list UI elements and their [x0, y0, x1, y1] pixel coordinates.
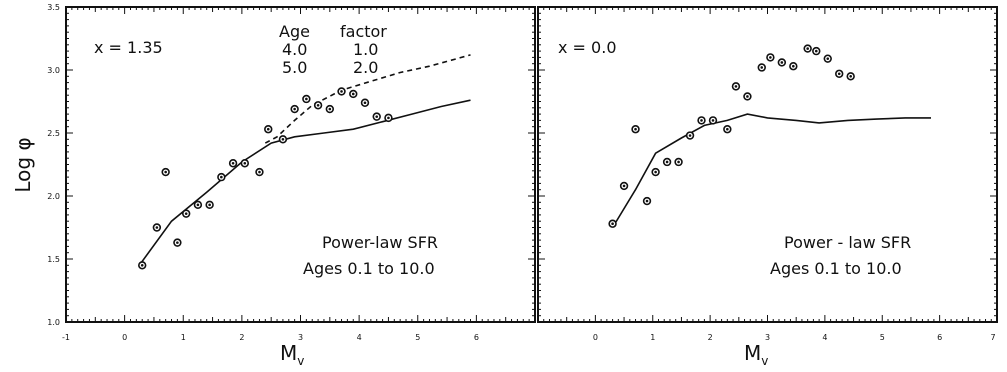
left-panel-data-point-center: [281, 138, 285, 141]
left-panel-y-tick-label: 1.5: [47, 255, 60, 264]
right-panel-ticks: [537, 6, 998, 323]
left-panel-y-tick-label: 1.0: [47, 318, 60, 327]
right-panel-x-tick-label: 6: [937, 333, 942, 342]
left-panel-data-point-center: [258, 170, 261, 174]
left-panel-x-tick-label: 6: [474, 333, 479, 342]
right-panel-data-point-center: [726, 127, 729, 131]
left-panel-data-point-center: [363, 101, 367, 105]
left-panel-table-header-factor: factor: [340, 22, 387, 41]
left-panel-data-point-center: [231, 161, 235, 165]
right-panel-ages-annotation: Ages 0.1 to 10.0: [770, 259, 902, 278]
right-panel-data-point-center: [611, 222, 614, 226]
left-panel-data-point-center: [351, 92, 355, 96]
left-panel-model-curve-solid: [138, 99, 471, 266]
right-panel-x-tick-label: 2: [708, 333, 713, 342]
left-panel-data-point-center: [220, 175, 223, 179]
left-panel-y-tick-label: 2.0: [47, 192, 60, 201]
left-panel-x-axis-label-main: M: [280, 341, 297, 365]
left-panel-data-point-center: [176, 241, 179, 244]
left-panel-x-annotation: x = 1.35: [94, 38, 163, 57]
left-panel: -1 0 1 2 3 4 5 6 1.0 1.5 2.0 2.5 3.0 3.5 x = 1.35 Age…: [11, 3, 536, 368]
left-panel-x-tick-label: 2: [239, 333, 244, 342]
right-panel-x-axis-label-subscript: v: [761, 354, 768, 368]
right-panel-x-tick-label: 3: [765, 333, 770, 342]
left-panel-data-point-center: [266, 127, 270, 131]
left-panel-y-axis-label: Log φ: [11, 137, 35, 192]
right-panel-data-point-center: [711, 119, 715, 122]
right-panel-data-point-center: [814, 49, 818, 53]
left-panel-data-point-center: [375, 115, 379, 118]
right-panel-x-tick-label: 0: [593, 333, 598, 342]
left-panel-x-axis-label-subscript: v: [297, 354, 304, 368]
left-panel-sfr-annotation: Power-law SFR: [322, 233, 438, 252]
left-panel-y-tick-label: 2.5: [47, 129, 60, 138]
left-panel-x-tick-label: 4: [357, 333, 362, 342]
left-panel-x-tick-label: -1: [62, 333, 70, 342]
left-panel-y-tick-label: 3.5: [47, 3, 60, 12]
left-panel-data-point-center: [243, 161, 247, 165]
left-panel-data-point-center: [305, 97, 308, 101]
right-panel-model-curve-solid: [611, 113, 931, 228]
left-panel-x-tick-label: 3: [298, 333, 303, 342]
right-panel-data-point-center: [734, 85, 738, 88]
left-panel-data-point-center: [155, 226, 159, 229]
left-panel-data-point-center: [208, 203, 211, 207]
right-panel-data-point-center: [700, 119, 703, 122]
right-panel-data-point-center: [837, 72, 841, 76]
right-panel-data-point-center: [806, 47, 809, 50]
right-panel-data-point-center: [769, 56, 772, 59]
right-panel-data-point-center: [688, 134, 692, 137]
left-panel-y-tick-label: 3.0: [47, 66, 60, 75]
left-panel-data-point-center: [196, 203, 200, 207]
left-panel-table-row-2-factor: 2.0: [353, 58, 378, 77]
left-panel-tick-labels: -1 0 1 2 3 4 5 6 1.0 1.5 2.0 2.5 3.0 3.5: [47, 3, 479, 342]
right-panel-x-tick-label: 4: [822, 333, 827, 342]
right-panel-x-tick-label: 5: [880, 333, 885, 342]
left-panel-table-row-1-age: 4.0: [282, 40, 307, 59]
right-panel-data-point-center: [677, 160, 680, 164]
right-panel-data-point-center: [780, 61, 784, 64]
right-panel-points: [608, 44, 855, 228]
right-panel-x-tick-label: 1: [650, 333, 655, 342]
right-panel-data-point-center: [849, 75, 852, 78]
left-panel-data-point-center: [387, 116, 390, 120]
left-panel-x-tick-label: 1: [181, 333, 186, 342]
left-panel-points: [138, 87, 393, 270]
left-panel-data-point-center: [164, 170, 167, 174]
left-panel-data-point-center: [328, 107, 332, 111]
left-panel-table-row-2-age: 5.0: [282, 58, 307, 77]
left-panel-data-point-center: [340, 90, 343, 93]
right-panel-x-tick-label: 7: [990, 333, 995, 342]
left-panel-data-point-center: [316, 103, 320, 107]
left-panel-x-axis-label: Mv: [280, 341, 304, 368]
left-panel-data-point-center: [293, 107, 296, 111]
right-panel-data-point-center: [665, 160, 669, 164]
right-panel-series: [611, 113, 931, 228]
right-panel-data-point-center: [634, 127, 637, 131]
right-panel-data-point-center: [826, 57, 830, 60]
right-panel-data-point-center: [645, 199, 649, 203]
right-panel-data-point-center: [622, 184, 626, 188]
left-panel-table-row-1-factor: 1.0: [353, 40, 378, 59]
right-panel-data-point-center: [746, 95, 749, 98]
left-panel-ticks: [65, 6, 536, 323]
right-panel-data-point-center: [792, 64, 795, 68]
left-panel-data-point-center: [184, 212, 188, 215]
right-panel-tick-labels: 0 1 2 3 4 5 6 7: [593, 333, 996, 342]
right-panel-sfr-annotation: Power - law SFR: [784, 233, 911, 252]
left-panel-data-point-center: [140, 264, 144, 267]
right-panel-x-axis-label-main: M: [744, 341, 761, 365]
left-panel-x-tick-label: 0: [122, 333, 127, 342]
right-panel-data-point-center: [760, 66, 764, 69]
right-panel-x-axis-label: Mv: [744, 341, 768, 368]
left-panel-ages-annotation: Ages 0.1 to 10.0: [303, 259, 435, 278]
left-panel-table-header-age: Age: [279, 22, 310, 41]
left-panel-x-tick-label: 5: [415, 333, 420, 342]
right-panel-x-annotation: x = 0.0: [558, 38, 617, 57]
right-panel-data-point-center: [654, 170, 657, 174]
right-panel: 0 1 2 3 4 5 6 7 x = 0.0 Power - law SFR Ages 0.…: [537, 6, 998, 368]
